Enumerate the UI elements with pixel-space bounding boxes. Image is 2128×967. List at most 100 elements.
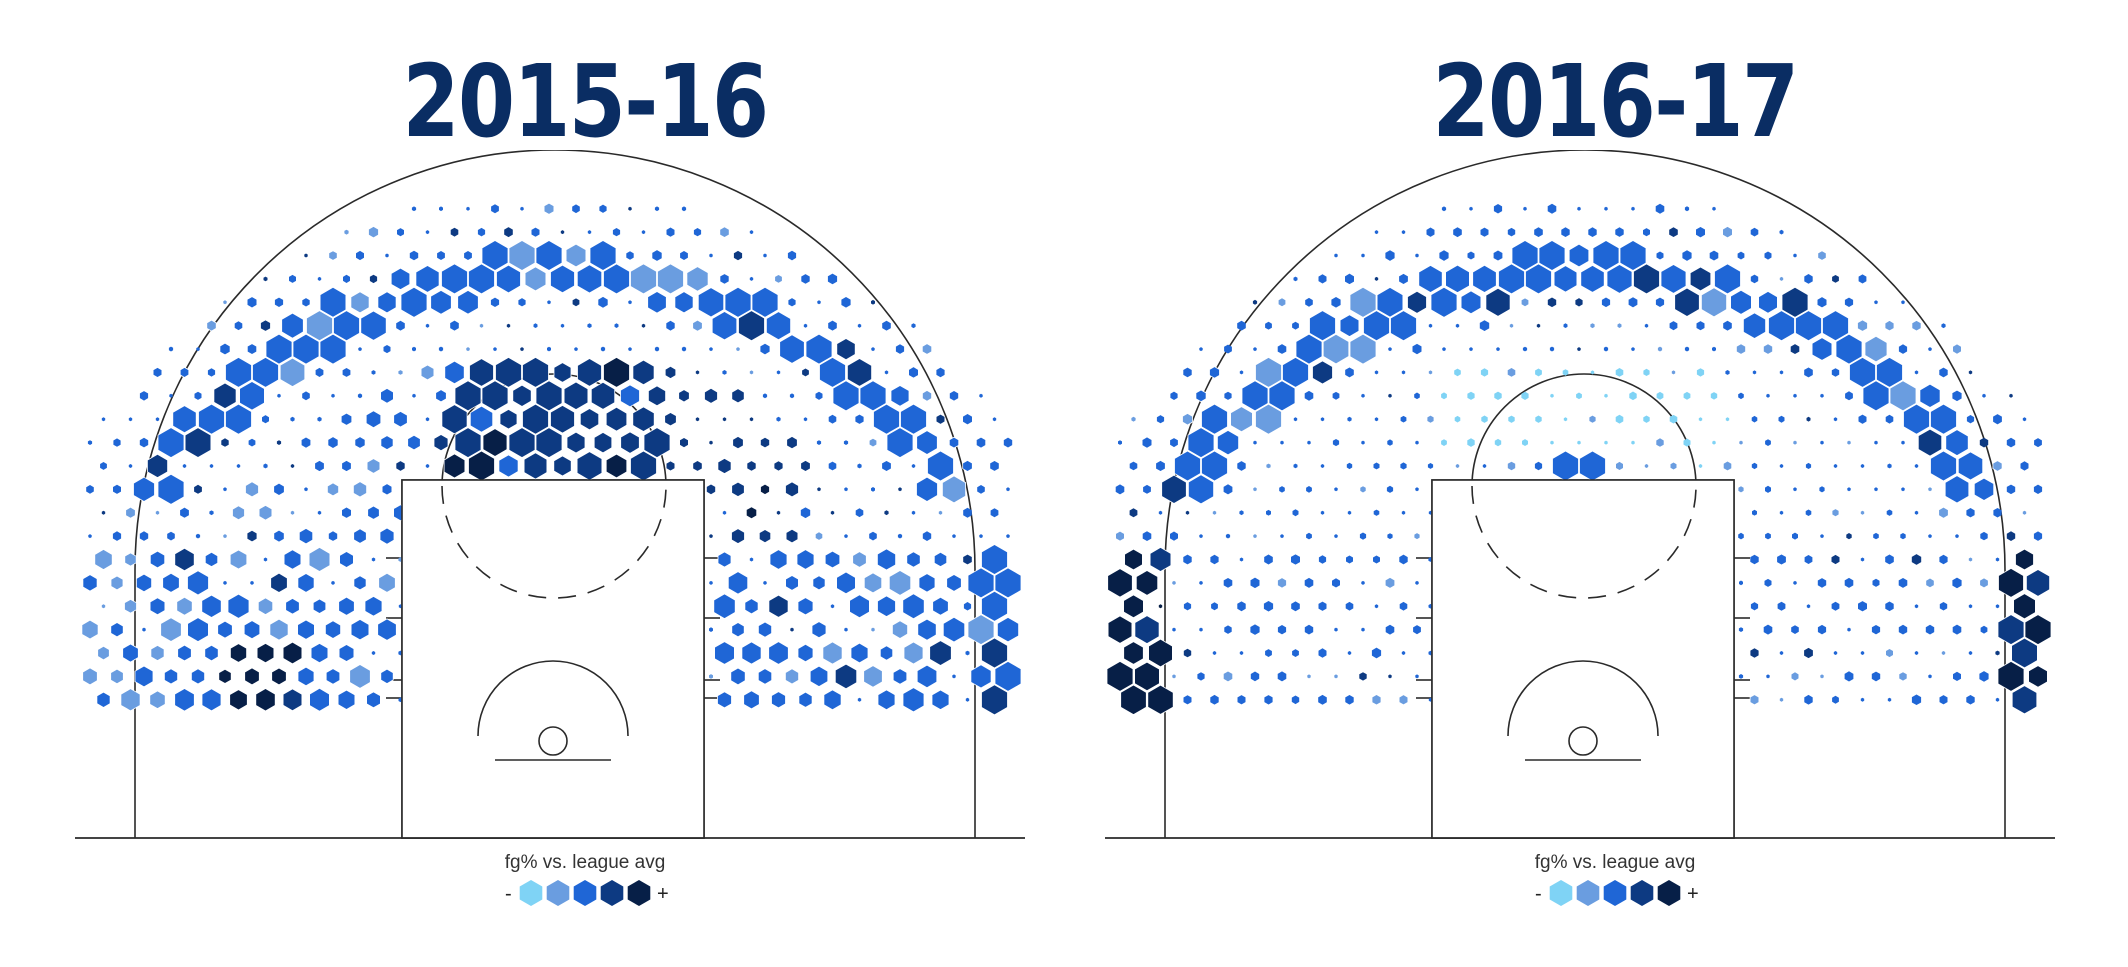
shot-hex (1803, 693, 1814, 706)
shot-hex (709, 674, 713, 679)
shot-hex (1124, 548, 1143, 571)
shot-hex (1739, 580, 1743, 586)
shot-hex (1938, 366, 1949, 379)
shot-hex (1534, 461, 1543, 471)
shot-hex (1268, 380, 1296, 412)
shot-hex (803, 417, 808, 422)
shot-hex (553, 362, 572, 383)
shot-hex (150, 644, 165, 662)
chart-panel-2016-17: 2016-17 fg% vs. league avg - + (1100, 0, 2128, 967)
shot-hex (326, 482, 340, 497)
shot-hex (1346, 555, 1353, 564)
shot-hex (1627, 296, 1639, 309)
shot-hex (1307, 440, 1311, 445)
shot-hex (1399, 554, 1408, 565)
shot-hex (1857, 319, 1868, 332)
shot-hex (1309, 310, 1336, 342)
shot-hex (398, 370, 403, 375)
shot-hex (869, 438, 877, 447)
shot-hex (1265, 321, 1272, 330)
shot-hex (365, 410, 382, 429)
shot-hex (664, 412, 677, 427)
shot-hex (2028, 665, 2048, 688)
shot-hex (1791, 625, 1799, 634)
shot-hex (229, 689, 248, 711)
shot-hex (819, 356, 846, 388)
shot-hex (1249, 623, 1261, 636)
shot-hex (749, 370, 754, 375)
shot-hex (817, 487, 821, 492)
shot-hex (1239, 370, 1244, 375)
shot-hex (1183, 602, 1192, 611)
shot-hex (727, 571, 749, 595)
shot-hex (341, 506, 352, 519)
shot-hex (760, 436, 770, 449)
shot-hex (1344, 694, 1355, 706)
shot-hex (1669, 321, 1678, 331)
shot-hex (844, 534, 848, 539)
shot-hex (1860, 557, 1865, 562)
shot-hex (1252, 299, 1258, 305)
shot-hex (836, 571, 856, 595)
shot-hex (535, 240, 563, 271)
shot-hex (341, 459, 352, 473)
shot-hex (344, 229, 349, 235)
shot-hex (576, 264, 603, 294)
shot-hex (1843, 670, 1855, 683)
shot-hex (1374, 276, 1379, 281)
shot-hex (970, 664, 992, 689)
shot-hex (1860, 464, 1865, 468)
shot-hex (1951, 389, 1963, 403)
shot-hex (1131, 416, 1136, 422)
shot-hex (1750, 602, 1759, 611)
shot-hex (800, 506, 811, 520)
shot-hex (1317, 273, 1328, 285)
shot-hex (695, 370, 700, 375)
chart-title: 2015-16 (402, 43, 770, 160)
shot-hex (962, 459, 973, 472)
shot-hex (759, 342, 771, 356)
shot-hex (157, 473, 185, 505)
shot-hex (1820, 393, 1824, 398)
shot-hex (758, 529, 772, 544)
shot-hex (1768, 310, 1795, 342)
shot-hex (921, 343, 933, 355)
shot-hex (2006, 531, 2016, 541)
shot-hex (366, 458, 381, 474)
shot-hex (1577, 347, 1581, 352)
shot-hex (499, 408, 518, 430)
shot-hex (1817, 578, 1827, 588)
shot-hex (1995, 604, 2000, 609)
shot-hex (139, 390, 149, 402)
shot-hex (1347, 416, 1352, 422)
shot-hex (888, 570, 912, 596)
shot-hex (871, 299, 875, 305)
shot-hex (1209, 366, 1220, 379)
shot-hex (1874, 440, 1878, 445)
shot-hex (371, 370, 376, 375)
shot-hex (769, 549, 788, 570)
shot-hex (800, 459, 811, 472)
shot-hex (553, 455, 572, 477)
shot-hex (1183, 367, 1192, 378)
shot-hex (198, 403, 225, 435)
shot-hex (1414, 533, 1420, 540)
shot-hex (1107, 568, 1133, 598)
shot-hex (518, 298, 526, 307)
shot-hex (855, 508, 864, 518)
shot-hex (773, 460, 784, 472)
shot-hex (779, 334, 805, 364)
shot-hex (815, 532, 823, 540)
shot-hex (124, 598, 137, 614)
shot-hex (1349, 286, 1377, 318)
three-point-line (134, 150, 976, 838)
shot-hex (678, 389, 690, 403)
shot-hex (1413, 625, 1421, 635)
shot-hex (897, 533, 903, 539)
shot-hex (136, 573, 152, 593)
shot-hex (757, 668, 773, 685)
shot-hex (2033, 530, 2043, 542)
shot-hex (1806, 604, 1811, 609)
shot-hex (317, 510, 322, 515)
shot-hex (1897, 577, 1909, 589)
